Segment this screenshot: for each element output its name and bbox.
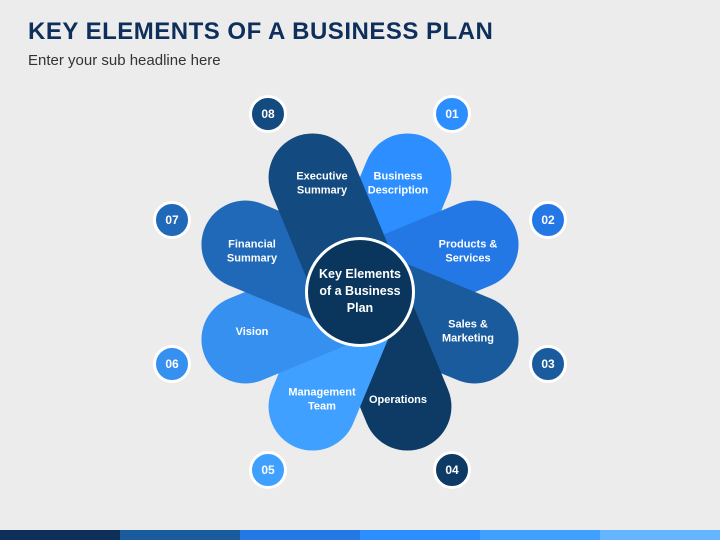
footer-bar <box>0 530 720 540</box>
footer-segment <box>480 530 600 540</box>
flower-diagram: Key Elements of a Business Plan Business… <box>140 72 580 512</box>
badge-08: 08 <box>249 95 287 133</box>
page-title: KEY ELEMENTS OF A BUSINESS PLAN <box>28 18 692 46</box>
petal-label-03: Sales & Marketing <box>423 317 513 346</box>
center-circle: Key Elements of a Business Plan <box>305 237 415 347</box>
footer-segment <box>120 530 240 540</box>
badge-06: 06 <box>153 345 191 383</box>
petal-label-02: Products & Services <box>423 237 513 266</box>
center-label: Key Elements of a Business Plan <box>316 266 404 317</box>
footer-segment <box>0 530 120 540</box>
badge-07: 07 <box>153 201 191 239</box>
petal-label-07: Financial Summary <box>207 237 297 266</box>
badge-02: 02 <box>529 201 567 239</box>
badge-04: 04 <box>433 451 471 489</box>
footer-segment <box>240 530 360 540</box>
badge-01: 01 <box>433 95 471 133</box>
footer-segment <box>600 530 720 540</box>
petal-label-08: Executive Summary <box>277 169 367 198</box>
header: KEY ELEMENTS OF A BUSINESS PLAN Enter yo… <box>0 0 720 69</box>
petal-label-06: Vision <box>207 324 297 338</box>
badge-05: 05 <box>249 451 287 489</box>
petal-label-05: Management Team <box>277 385 367 414</box>
page-subtitle: Enter your sub headline here <box>28 52 692 69</box>
badge-03: 03 <box>529 345 567 383</box>
footer-segment <box>360 530 480 540</box>
